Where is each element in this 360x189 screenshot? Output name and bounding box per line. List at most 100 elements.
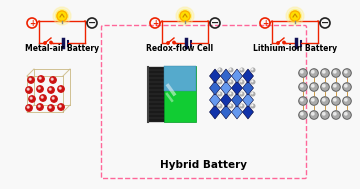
Circle shape <box>58 104 64 110</box>
Circle shape <box>241 69 242 70</box>
Circle shape <box>37 104 43 110</box>
Circle shape <box>230 69 231 70</box>
Circle shape <box>176 7 194 25</box>
Circle shape <box>173 41 175 44</box>
Circle shape <box>241 81 242 82</box>
Polygon shape <box>231 69 243 83</box>
Circle shape <box>37 86 43 92</box>
Circle shape <box>288 9 302 22</box>
Circle shape <box>230 81 231 82</box>
Circle shape <box>286 7 304 25</box>
Circle shape <box>311 112 314 115</box>
Bar <box>164 66 196 91</box>
Text: −: − <box>321 18 329 28</box>
Text: Lithium-ion Battery: Lithium-ion Battery <box>253 44 337 53</box>
Circle shape <box>229 68 233 72</box>
Circle shape <box>241 93 242 94</box>
Circle shape <box>218 92 222 96</box>
Circle shape <box>345 84 347 87</box>
Polygon shape <box>210 69 220 83</box>
Circle shape <box>310 97 318 105</box>
Circle shape <box>323 98 325 101</box>
Circle shape <box>343 83 351 91</box>
Circle shape <box>55 9 68 22</box>
Polygon shape <box>231 81 243 95</box>
Circle shape <box>323 70 325 73</box>
Polygon shape <box>210 93 220 107</box>
Circle shape <box>41 96 43 98</box>
Circle shape <box>240 92 244 96</box>
Circle shape <box>50 77 56 83</box>
Circle shape <box>323 112 325 115</box>
Circle shape <box>343 69 351 77</box>
Circle shape <box>252 81 253 82</box>
Circle shape <box>38 105 40 107</box>
Circle shape <box>343 111 351 119</box>
Circle shape <box>58 86 64 92</box>
Polygon shape <box>220 93 231 107</box>
Circle shape <box>240 104 244 108</box>
Circle shape <box>27 106 29 108</box>
Circle shape <box>38 87 40 89</box>
Circle shape <box>333 70 336 73</box>
Circle shape <box>345 112 347 115</box>
Circle shape <box>26 105 32 111</box>
Circle shape <box>321 83 329 91</box>
Text: Hybrid Battery: Hybrid Battery <box>161 160 248 170</box>
Circle shape <box>251 92 255 96</box>
Text: −: − <box>211 18 219 28</box>
Circle shape <box>240 80 244 84</box>
Polygon shape <box>210 81 220 95</box>
Polygon shape <box>231 93 243 107</box>
Circle shape <box>57 11 67 21</box>
Text: −: − <box>88 18 96 28</box>
Circle shape <box>219 105 220 106</box>
Circle shape <box>218 104 222 108</box>
Circle shape <box>343 97 351 105</box>
Circle shape <box>252 93 253 94</box>
Circle shape <box>310 111 318 119</box>
Circle shape <box>49 106 51 108</box>
Circle shape <box>51 96 57 102</box>
Polygon shape <box>243 81 253 95</box>
Circle shape <box>28 77 34 83</box>
Text: +: + <box>152 19 158 28</box>
Polygon shape <box>220 81 231 95</box>
Circle shape <box>301 98 303 101</box>
Circle shape <box>333 112 336 115</box>
Circle shape <box>218 80 222 84</box>
Circle shape <box>252 69 253 70</box>
Circle shape <box>301 70 303 73</box>
Circle shape <box>48 87 54 93</box>
Circle shape <box>311 98 314 101</box>
Bar <box>164 66 196 122</box>
Circle shape <box>299 97 307 105</box>
Circle shape <box>218 68 222 72</box>
Circle shape <box>299 111 307 119</box>
Polygon shape <box>210 105 220 119</box>
Circle shape <box>283 41 285 44</box>
Circle shape <box>299 83 307 91</box>
Circle shape <box>50 41 52 44</box>
Circle shape <box>323 84 325 87</box>
Circle shape <box>29 78 31 80</box>
Circle shape <box>240 68 244 72</box>
Circle shape <box>219 93 220 94</box>
Circle shape <box>219 69 220 70</box>
Circle shape <box>230 93 231 94</box>
Circle shape <box>53 7 71 25</box>
Text: Metal-air Battery: Metal-air Battery <box>25 44 99 53</box>
Polygon shape <box>243 93 253 107</box>
Circle shape <box>229 80 233 84</box>
Text: +: + <box>262 19 268 28</box>
Circle shape <box>179 9 192 22</box>
Circle shape <box>332 111 340 119</box>
Polygon shape <box>220 69 231 83</box>
Circle shape <box>333 84 336 87</box>
Circle shape <box>299 69 307 77</box>
Circle shape <box>310 83 318 91</box>
Circle shape <box>332 69 340 77</box>
Circle shape <box>333 98 336 101</box>
Circle shape <box>277 42 279 44</box>
Polygon shape <box>243 69 253 83</box>
